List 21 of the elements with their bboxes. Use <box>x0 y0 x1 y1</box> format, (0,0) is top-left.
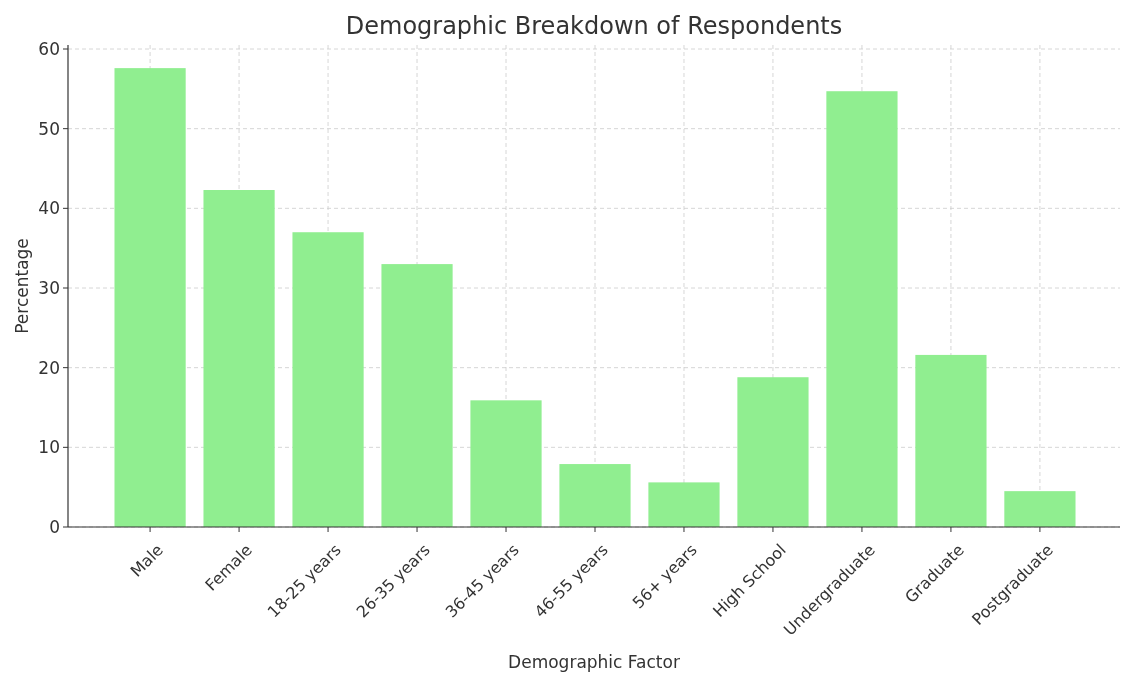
y-tick-label: 60 <box>38 38 60 59</box>
y-tick-label: 0 <box>49 516 60 537</box>
bar <box>559 464 631 527</box>
bar <box>470 400 542 527</box>
bar <box>114 68 186 527</box>
bar <box>915 354 987 527</box>
bar <box>203 190 275 527</box>
chart-title: Demographic Breakdown of Respondents <box>345 12 843 40</box>
bar <box>737 377 809 527</box>
bar <box>292 232 364 527</box>
y-tick-label: 10 <box>38 437 60 458</box>
y-tick-label: 50 <box>38 118 60 139</box>
x-axis-title: Demographic Factor <box>508 652 680 672</box>
y-tick-label: 20 <box>38 357 60 378</box>
bar <box>648 482 720 527</box>
y-tick-label: 30 <box>38 277 60 298</box>
y-tick-label: 40 <box>38 198 60 219</box>
y-axis-title: Percentage <box>12 238 32 334</box>
bar <box>1004 491 1076 527</box>
bar <box>381 264 453 527</box>
bar <box>826 91 898 527</box>
